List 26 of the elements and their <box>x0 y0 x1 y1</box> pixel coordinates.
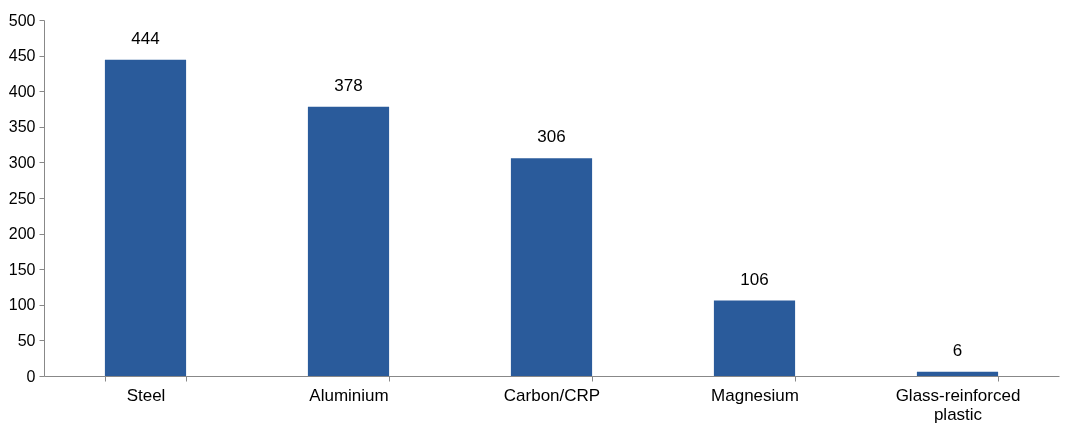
bar <box>510 158 593 376</box>
bar <box>104 59 187 376</box>
data-label: 378 <box>334 75 363 95</box>
data-label: 306 <box>537 127 566 147</box>
bar <box>307 106 390 376</box>
data-label: 106 <box>740 269 769 289</box>
bar <box>916 371 999 376</box>
y-tick-label: 500 <box>8 11 36 29</box>
x-tick-label: Aluminium <box>309 385 389 405</box>
x-tick-label: Carbon/CRP <box>503 385 601 405</box>
y-tick-label: 100 <box>8 296 36 314</box>
y-tick-label: 400 <box>8 82 36 100</box>
x-tick-label: Glass-reinforced plastic <box>895 385 1021 424</box>
y-tick-label: 350 <box>8 118 36 136</box>
y-tick-label: 0 <box>26 367 36 385</box>
y-tick-label: 450 <box>8 47 36 65</box>
y-tick-label: 50 <box>17 331 36 349</box>
data-label: 444 <box>131 28 160 48</box>
bar <box>713 300 796 376</box>
y-tick-label: 300 <box>8 153 36 171</box>
x-tick-label: Magnesium <box>711 385 799 405</box>
data-label: 6 <box>952 340 963 360</box>
y-tick-label: 150 <box>8 260 36 278</box>
x-tick-label: Steel <box>126 385 166 405</box>
y-tick-label: 250 <box>8 189 36 207</box>
y-tick-label: 200 <box>8 225 36 243</box>
